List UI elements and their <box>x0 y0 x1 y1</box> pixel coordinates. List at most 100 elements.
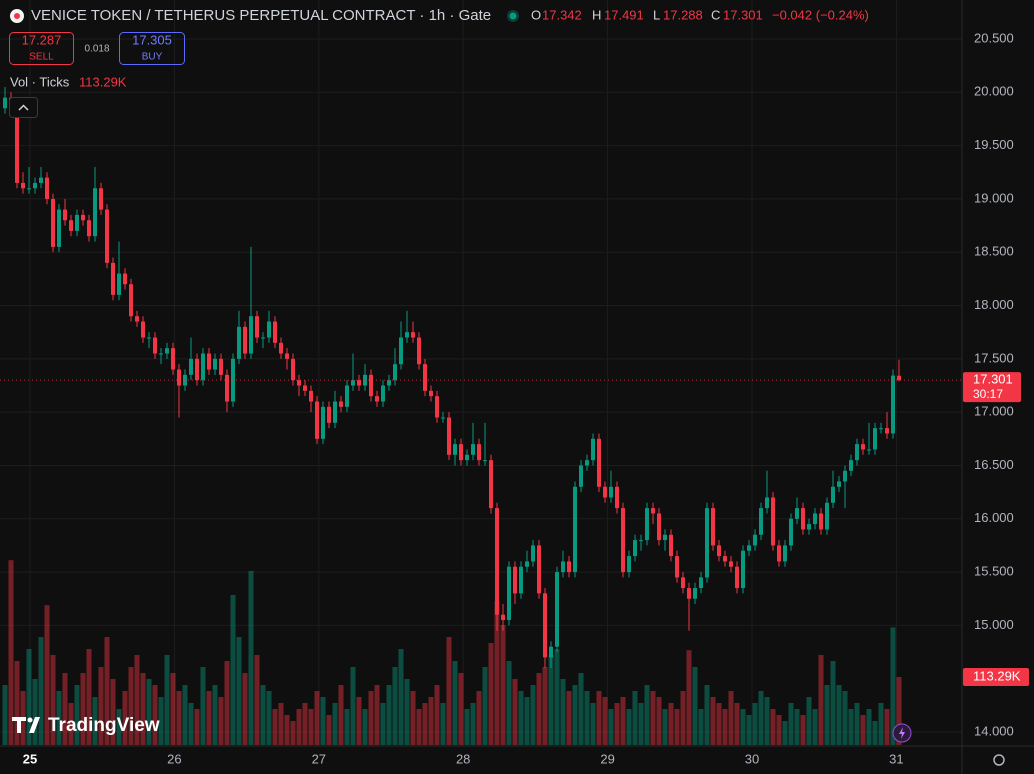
volume-bar <box>896 677 902 745</box>
volume-bar <box>728 691 734 745</box>
candle-body <box>417 337 421 365</box>
volume-bar <box>626 709 632 745</box>
candle-body <box>87 220 91 237</box>
x-tick-label: 30 <box>745 751 759 766</box>
settings-icon[interactable] <box>993 754 1005 766</box>
candle-body <box>465 454 469 461</box>
volume-bar <box>242 673 248 745</box>
candle-body <box>405 332 409 338</box>
volume-bar <box>470 703 476 745</box>
volume-bar <box>140 673 146 745</box>
volume-bar <box>614 703 620 745</box>
volume-bar <box>440 703 446 745</box>
volume-bar <box>284 715 290 745</box>
volume-bar <box>326 715 332 745</box>
candle-body <box>627 556 631 573</box>
volume-bar <box>206 691 212 745</box>
ohlc-value: 17.288 <box>663 7 703 22</box>
volume-bar <box>800 715 806 745</box>
volume-bar <box>80 673 86 745</box>
candle-body <box>459 444 463 461</box>
collapse-button[interactable] <box>9 97 38 118</box>
candle-body <box>495 508 499 615</box>
volume-bar <box>92 697 98 745</box>
volume-bar <box>452 661 458 745</box>
volume-bar <box>608 709 614 745</box>
candle-body <box>339 401 343 407</box>
volume-bar <box>356 697 362 745</box>
candle-body <box>273 321 277 343</box>
logo-text: TradingView <box>48 715 160 736</box>
buy-button[interactable] <box>119 32 185 65</box>
candle-body <box>105 209 109 263</box>
candle-body <box>537 545 541 594</box>
y-tick-label: 19.000 <box>974 190 1014 205</box>
candle-body <box>63 209 67 221</box>
candle-body <box>615 486 619 509</box>
x-tick-label: 31 <box>889 751 903 766</box>
volume-bar <box>272 709 278 745</box>
volume-bar <box>386 685 392 745</box>
sell-button[interactable] <box>9 32 74 65</box>
candle-body <box>81 214 85 221</box>
axes: 20.500 20.000 19.500 19.000 18.500 18.000 17.5… <box>0 30 1029 766</box>
volume-bar <box>488 643 494 745</box>
candle-body <box>129 284 133 317</box>
candle-body <box>879 428 883 430</box>
volume-bar <box>128 667 134 745</box>
ohlc-key: L <box>653 7 660 22</box>
candles <box>3 86 901 669</box>
candle-body <box>327 406 331 423</box>
y-tick-label: 15.500 <box>974 564 1014 579</box>
countdown: 30:17 <box>973 387 1003 401</box>
logo-mark <box>12 717 40 733</box>
volume-bar <box>578 673 584 745</box>
volume-bar <box>476 691 482 745</box>
volume-bar <box>110 679 116 745</box>
candle-body <box>531 545 535 562</box>
volume-bar <box>752 703 758 745</box>
candle-body <box>663 534 667 541</box>
volume-bar <box>482 667 488 745</box>
candle-body <box>639 540 643 542</box>
grid <box>0 0 962 746</box>
candle-body <box>549 646 553 658</box>
candle-body <box>825 502 829 530</box>
volume-bar <box>410 691 416 745</box>
volume-bar <box>296 709 302 745</box>
volume-bar <box>536 673 542 745</box>
spread: 0.018 <box>84 44 109 55</box>
candle-body <box>801 508 805 530</box>
x-tick-label: 28 <box>456 751 470 766</box>
candle-body <box>561 561 565 573</box>
candle-body <box>159 353 163 355</box>
volume-bar <box>278 703 284 745</box>
volume-bar <box>86 649 92 745</box>
volume-bar <box>302 703 308 745</box>
candle-body <box>39 177 43 183</box>
candle-body <box>651 508 655 514</box>
candle-body <box>669 534 673 557</box>
candle-body <box>153 337 157 354</box>
candle-body <box>525 561 529 567</box>
candle-body <box>297 380 301 386</box>
volume-bar <box>812 709 818 745</box>
sell-label: SELL <box>29 52 54 63</box>
y-tick-label: 16.500 <box>974 457 1014 472</box>
volume-bar <box>884 709 890 745</box>
candle-body <box>393 364 397 381</box>
volume-bar <box>830 661 836 745</box>
candle-body <box>255 316 259 338</box>
symbol-title[interactable]: VENICE TOKEN / TETHERUS PERPETUAL CONTRA… <box>31 7 491 24</box>
candle-body <box>441 417 445 419</box>
volume-bar <box>506 661 512 745</box>
candle-body <box>777 545 781 562</box>
volume-bar <box>704 685 710 745</box>
volume-bar <box>620 697 626 745</box>
y-tick-label: 14.000 <box>974 723 1014 738</box>
candle-body <box>321 406 325 439</box>
volume-bar <box>860 715 866 745</box>
candle-body <box>213 358 217 370</box>
candle-body <box>27 188 31 190</box>
candle-body <box>729 561 733 567</box>
